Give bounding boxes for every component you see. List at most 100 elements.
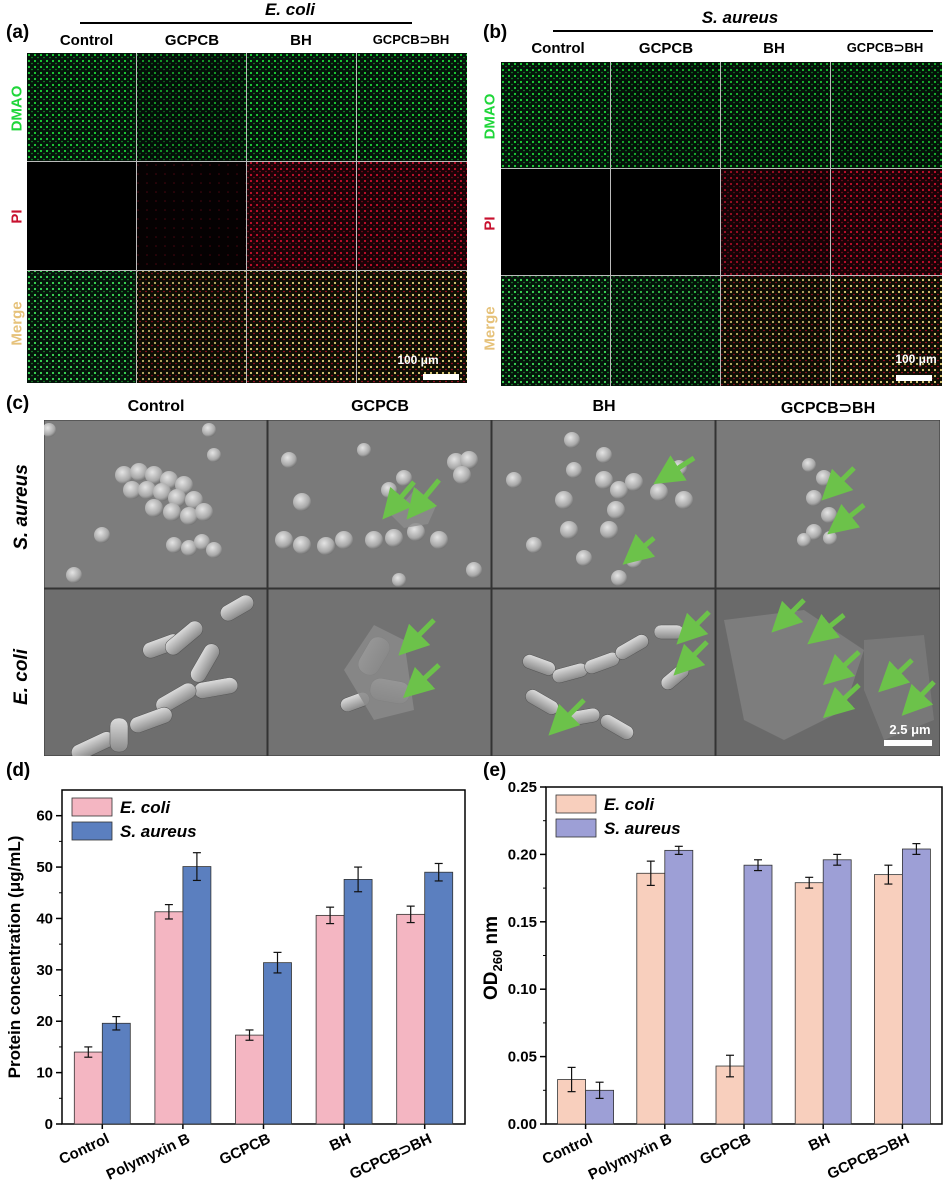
a-merge-bh (247, 271, 356, 383)
a-scalebar (423, 374, 459, 380)
bar (343, 879, 373, 1125)
panel-c-grid (42, 419, 941, 761)
y-axis-label: Protein concentration (μg/mL) (5, 836, 24, 1079)
panel-b-row-pi: PI (481, 216, 499, 231)
b-merge-control (501, 276, 610, 386)
panel-c-label: (c) (6, 393, 30, 414)
a-merge-control (27, 271, 136, 383)
panel-b-col-gcpcb: GCPCB (638, 40, 694, 57)
panel-d-label: (d) (6, 760, 31, 781)
x-tick-label: BH (806, 1130, 833, 1155)
a-pi-combo (357, 162, 467, 270)
panel-a-row-pi: PI (8, 209, 26, 224)
bar (794, 882, 824, 1125)
a-merge-gcpcb (137, 271, 246, 383)
panel-b-micrographs (501, 62, 942, 386)
panel-a-row-dmao: DMAO (8, 85, 26, 132)
bar (396, 913, 426, 1125)
b-dmao-gcpcb (611, 62, 720, 168)
bar (873, 874, 903, 1125)
panel-a-grid (27, 53, 467, 383)
x-tick-label: GCPCB (697, 1130, 753, 1168)
y-tick-label: 0.15 (508, 914, 537, 931)
b-pi-combo (831, 169, 942, 275)
b-pi-gcpcb (611, 169, 720, 275)
panel-b-label: (b) (483, 22, 508, 43)
a-dmao-control (27, 53, 136, 161)
a-dmao-bh (247, 53, 356, 161)
bar (182, 866, 212, 1125)
panel-a-micrographs (27, 53, 467, 383)
panel-b-col-combo: GCPCB⊃BH (846, 40, 924, 55)
x-tick-label: Polymyxin B (586, 1130, 675, 1184)
panel-b-col-control: Control (531, 40, 585, 57)
panel-c-col-bh: BH (592, 398, 616, 415)
panel-a-col-gcpcb: GCPCB (164, 32, 220, 49)
y-tick-label: 60 (36, 808, 53, 825)
y-tick-label: 30 (36, 962, 53, 979)
legend-swatch (71, 797, 113, 817)
panel-a-label: (a) (6, 22, 30, 43)
y-tick-label: 10 (36, 1065, 53, 1082)
panel-a-col-bh: BH (290, 32, 312, 49)
b-merge-gcpcb (611, 276, 720, 386)
a-dmao-combo (357, 53, 467, 161)
legend-swatch (555, 818, 597, 838)
y-tick-label: 0.00 (508, 1116, 537, 1133)
a-pi-bh (247, 162, 356, 270)
panel-e-label: (e) (483, 760, 507, 781)
panel-a-row-merge: Merge (8, 301, 26, 346)
b-merge-combo (831, 276, 942, 386)
panel-b-row-merge: Merge (481, 306, 499, 351)
panel-b-col-bh: BH (763, 40, 785, 57)
panel-b-bracket (553, 30, 933, 32)
bar (822, 859, 852, 1125)
legend-label: E. coli (604, 795, 655, 814)
panel-b-species: S. aureus (701, 8, 779, 27)
panel-b-grid (501, 62, 942, 386)
panel-b-row-dmao: DMAO (481, 93, 499, 140)
a-dmao-gcpcb (137, 53, 246, 161)
legend-label: S. aureus (604, 819, 681, 838)
bar (424, 871, 454, 1125)
panel-a-bracket (80, 22, 412, 24)
panel-c-row-ecoli: E. coli (11, 649, 32, 705)
panel-a-species: E. coli (264, 0, 316, 19)
x-tick-label: GCPCB (217, 1130, 273, 1168)
b-dmao-bh (721, 62, 830, 168)
y-tick-label: 20 (36, 1013, 53, 1030)
c-scalebar (884, 740, 932, 746)
panel-a-scale-text: 100 μm (397, 353, 439, 367)
x-tick-label: Polymyxin B (104, 1130, 193, 1184)
bar (901, 848, 931, 1125)
b-dmao-combo (831, 62, 942, 168)
legend-swatch (71, 821, 113, 841)
b-scalebar (896, 375, 932, 381)
y-tick-label: 0.05 (508, 1049, 537, 1066)
bar (263, 962, 292, 1125)
chart-e: 0.00 0.05 0.10 0.15 0.20 0.25 ControlPolymyxin… (481, 779, 943, 1184)
legend-label: S. aureus (120, 822, 197, 841)
y-tick-label: 40 (36, 910, 53, 927)
bar (315, 914, 345, 1125)
y-axis-label: OD260 nm (481, 916, 505, 1000)
y-tick-label: 0.10 (508, 981, 537, 998)
bar (154, 911, 184, 1125)
panel-c-scale-text: 2.5 μm (889, 722, 931, 737)
panel-c-sem-images (42, 419, 941, 761)
a-pi-gcpcb (137, 162, 246, 270)
bar (636, 872, 666, 1125)
x-tick-label: GCPCB⊃BH (825, 1130, 912, 1183)
y-tick-label: 50 (36, 859, 53, 876)
legend-swatch (555, 794, 597, 814)
panel-a-col-combo: GCPCB⊃BH (372, 32, 450, 47)
bar (101, 1022, 131, 1125)
b-dmao-control (501, 62, 610, 168)
panel-c-col-combo: GCPCB⊃BH (780, 400, 876, 417)
panel-c-col-control: Control (127, 398, 185, 415)
b-pi-control (501, 169, 610, 275)
b-pi-bh (721, 169, 830, 275)
x-tick-label: Control (540, 1130, 596, 1168)
b-merge-bh (721, 276, 830, 386)
